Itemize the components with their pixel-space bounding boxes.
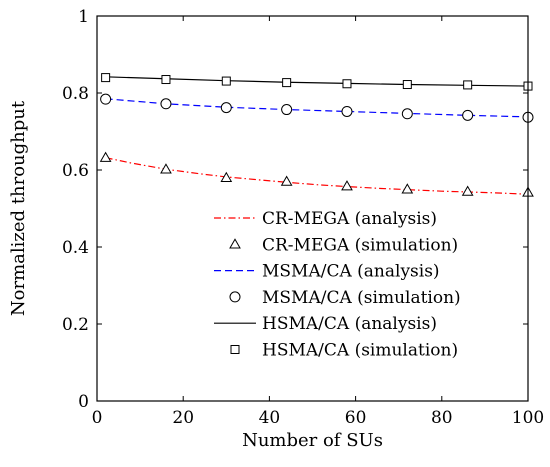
- data-point-circle: [220, 102, 232, 114]
- x-tick-label: 100: [512, 408, 544, 428]
- legend-entry: HSMA/CA (analysis): [214, 314, 437, 334]
- y-tick-label: 0.8: [62, 84, 89, 104]
- y-tick-label: 0.4: [62, 238, 89, 258]
- legend-label: CR-MEGA (simulation): [262, 235, 458, 255]
- y-tick-label: 0.6: [62, 161, 89, 181]
- data-point-square: [463, 80, 473, 90]
- legend: CR-MEGA (analysis) CR-MEGA (simulation) MS…: [214, 209, 461, 361]
- axis-ticks: 0 20 40 60 80 100 0 0.2 0.4 0.6 0.8 1: [62, 7, 544, 428]
- data-point-square: [342, 79, 352, 89]
- data-point-square: [101, 73, 111, 83]
- series-cr-mega-simulation: [99, 151, 534, 197]
- data-point-triangle: [461, 185, 474, 196]
- x-tick-label: 60: [345, 408, 367, 428]
- data-point-triangle: [220, 171, 233, 182]
- data-point-triangle: [160, 163, 172, 174]
- data-point-square: [282, 78, 292, 88]
- data-point-square: [221, 76, 231, 86]
- legend-marker-swatch: [229, 238, 241, 249]
- data-point-circle: [100, 93, 112, 105]
- legend-marker-swatch: [229, 291, 241, 303]
- series-msma-ca-analysis: [105, 98, 529, 118]
- data-point-circle: [401, 108, 413, 120]
- data-point-circle: [341, 105, 353, 117]
- y-tick-label: 0.2: [62, 315, 89, 335]
- x-tick-label: 80: [431, 408, 453, 428]
- legend-label: CR-MEGA (analysis): [262, 209, 437, 229]
- data-point-triangle: [99, 151, 112, 162]
- plot-frame: [96, 15, 529, 402]
- legend-entry: CR-MEGA (analysis): [214, 209, 437, 229]
- x-tick-label: 20: [172, 408, 194, 428]
- data-point-triangle: [401, 183, 414, 194]
- legend-entry: HSMA/CA (simulation): [230, 341, 458, 361]
- legend-label: HSMA/CA (analysis): [262, 314, 437, 334]
- x-tick-label: 0: [92, 408, 103, 428]
- legend-entry: MSMA/CA (simulation): [229, 288, 461, 308]
- x-axis-label: Number of SUs: [242, 430, 383, 451]
- data-point-circle: [160, 98, 172, 110]
- series-msma-ca-simulation: [100, 93, 534, 123]
- plot-data: [99, 73, 534, 197]
- x-tick-label: 40: [259, 408, 281, 428]
- series-line: [105, 157, 529, 195]
- legend-label: MSMA/CA (analysis): [262, 262, 440, 282]
- data-point-triangle: [341, 180, 353, 191]
- data-point-triangle: [280, 175, 293, 186]
- legend-label: HSMA/CA (simulation): [262, 341, 458, 361]
- series-hsma-ca-analysis: [105, 76, 529, 87]
- y-tick-label: 1: [78, 7, 89, 27]
- legend-marker-swatch: [230, 345, 240, 354]
- series-line: [105, 76, 529, 87]
- y-axis-label: Normalized throughput: [8, 100, 29, 316]
- legend-label: MSMA/CA (simulation): [262, 288, 461, 308]
- data-point-square: [402, 80, 412, 90]
- series-cr-mega-analysis: [105, 157, 529, 195]
- series-line: [105, 98, 529, 118]
- data-point-circle: [281, 104, 293, 116]
- y-tick-label: 0: [78, 392, 89, 412]
- series-hsma-ca-simulation: [101, 73, 533, 91]
- legend-entry: MSMA/CA (analysis): [214, 262, 440, 282]
- data-point-square: [161, 75, 171, 85]
- legend-entry: CR-MEGA (simulation): [229, 235, 458, 255]
- data-point-circle: [462, 109, 474, 121]
